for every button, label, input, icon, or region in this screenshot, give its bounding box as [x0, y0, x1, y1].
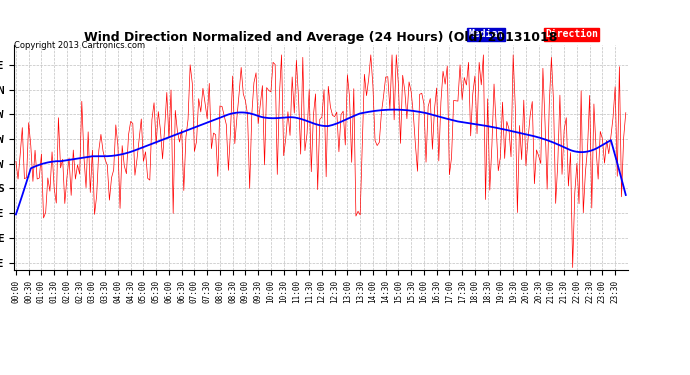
Text: Copyright 2013 Cartronics.com: Copyright 2013 Cartronics.com [14, 41, 145, 50]
Title: Wind Direction Normalized and Average (24 Hours) (Old) 20131018: Wind Direction Normalized and Average (2… [84, 31, 558, 44]
Text: Median: Median [469, 29, 504, 39]
Text: Direction: Direction [545, 29, 598, 39]
